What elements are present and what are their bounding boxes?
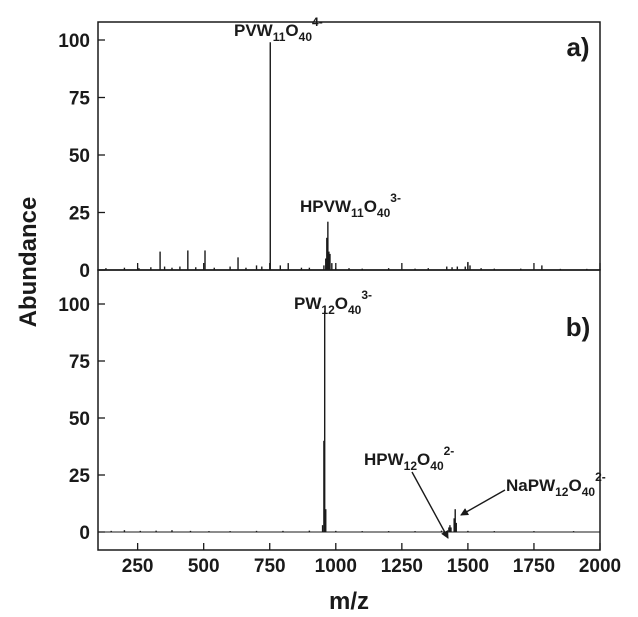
annotation-pvw11o40: PVW11O404- [234,15,323,44]
annotation-hpw12o40: HPW12O402- [364,444,454,473]
x-tick-label-1: 500 [188,556,220,577]
y-tick-label-b-1: 25 [69,466,91,487]
arrow-napw12o40 [460,489,506,516]
y-axis-title: Abundance [15,197,42,328]
x-tick-label-4: 1250 [381,556,423,577]
x-tick-label-0: 250 [122,556,154,577]
annotation-napw12o40: NaPW12O402- [506,470,606,499]
annotation-pw12o40: PW12O403- [294,288,372,317]
arrow-hpw12o40 [411,471,449,539]
panel-b-spectrum [98,310,600,533]
x-tick-label-3: 1000 [315,556,357,577]
x-tick-label-5: 1500 [447,556,489,577]
axis-tick-labels: 250 500 750 1000 1250 1500 1750 200002550751000… [58,31,621,577]
x-tick-label-6: 1750 [513,556,555,577]
y-tick-label-a-1: 25 [69,204,91,225]
annotation-hpvw11o40: HPVW11O403- [300,191,401,220]
x-axis-title: m/z [329,588,369,615]
panel-a-frame [97,21,601,271]
panel-a-label: a) [566,32,589,62]
y-tick-label-a-3: 75 [69,89,91,110]
axis-ticks [98,39,601,550]
y-tick-label-b-3: 75 [69,352,91,373]
y-tick-label-a-0: 0 [79,261,90,282]
y-tick-label-b-0: 0 [79,523,90,544]
y-tick-label-b-4: 100 [58,295,90,316]
y-tick-label-a-2: 50 [69,146,90,167]
panel-b-label: b) [566,312,591,342]
panel-a-spectrum [98,42,600,271]
y-tick-label-b-2: 50 [69,409,90,430]
x-tick-label-2: 750 [254,556,286,577]
y-tick-label-a-4: 100 [58,31,90,52]
x-tick-label-7: 2000 [579,556,621,577]
